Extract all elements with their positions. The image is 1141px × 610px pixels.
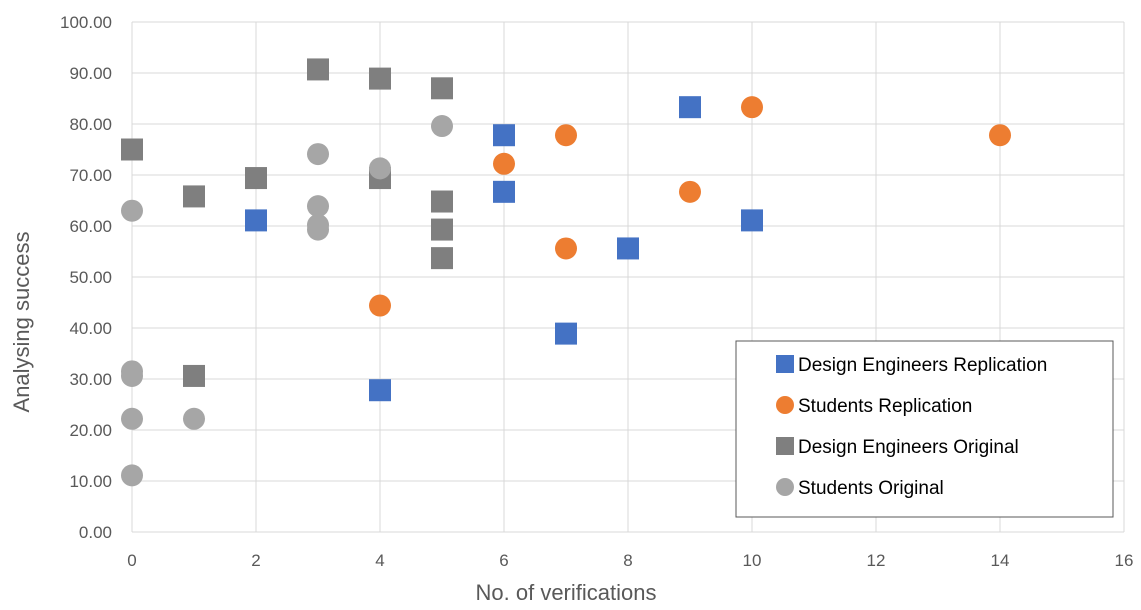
- data-point-square: [741, 209, 763, 232]
- series-0: [245, 96, 763, 402]
- data-point-circle: [121, 199, 143, 222]
- data-point-circle: [307, 195, 329, 218]
- data-point-square: [679, 96, 701, 119]
- x-tick-label: 10: [743, 551, 762, 570]
- y-tick-label: 70.00: [69, 166, 112, 185]
- data-point-square: [431, 190, 453, 213]
- data-point-circle: [679, 180, 701, 203]
- data-point-circle: [183, 407, 205, 430]
- x-tick-label: 2: [251, 551, 260, 570]
- data-point-square: [431, 247, 453, 270]
- legend-marker-square: [776, 437, 794, 455]
- data-point-circle: [307, 143, 329, 166]
- axis-ticks: 0.00 10.00 20.00 30.00 40.00 50.00 60.00 70.00 8…: [60, 13, 1133, 570]
- data-point-square: [245, 167, 267, 190]
- y-tick-label: 100.00: [60, 13, 112, 32]
- data-point-square: [431, 218, 453, 241]
- x-tick-label: 8: [623, 551, 632, 570]
- gridlines: [131, 21, 1125, 533]
- data-points: [121, 58, 1011, 487]
- x-tick-label: 6: [499, 551, 508, 570]
- legend: Design Engineers Replication Students Rep…: [735, 340, 1114, 518]
- y-axis-title: Analysing success: [9, 232, 34, 413]
- data-point-circle: [307, 218, 329, 241]
- data-point-square: [369, 379, 391, 402]
- y-tick-label: 60.00: [69, 217, 112, 236]
- data-point-circle: [121, 364, 143, 387]
- x-tick-label: 4: [375, 551, 384, 570]
- data-point-square: [493, 124, 515, 147]
- legend-label: Design Engineers Original: [798, 437, 1019, 458]
- x-tick-label: 0: [127, 551, 136, 570]
- data-point-circle: [121, 407, 143, 430]
- series-1: [369, 96, 1011, 317]
- series-3: [121, 115, 453, 487]
- data-point-square: [183, 364, 205, 387]
- data-point-square: [307, 58, 329, 81]
- data-point-circle: [741, 96, 763, 119]
- data-point-circle: [431, 115, 453, 138]
- x-axis-title: No. of verifications: [476, 580, 657, 605]
- data-point-circle: [989, 124, 1011, 147]
- y-tick-label: 50.00: [69, 268, 112, 287]
- data-point-circle: [369, 157, 391, 180]
- legend-label: Students Replication: [798, 396, 972, 417]
- data-point-square: [121, 138, 143, 161]
- data-point-square: [183, 185, 205, 208]
- y-tick-label: 0.00: [79, 523, 112, 542]
- y-tick-label: 80.00: [69, 115, 112, 134]
- data-point-square: [245, 209, 267, 232]
- data-point-square: [493, 180, 515, 203]
- data-point-circle: [493, 152, 515, 175]
- y-tick-label: 90.00: [69, 64, 112, 83]
- legend-label: Design Engineers Replication: [798, 355, 1047, 376]
- legend-label: Students Original: [798, 478, 944, 499]
- legend-marker-circle: [776, 396, 794, 414]
- legend-box: [735, 340, 1114, 518]
- y-tick-label: 30.00: [69, 370, 112, 389]
- legend-marker-square: [776, 355, 794, 373]
- data-point-square: [369, 67, 391, 90]
- data-point-circle: [369, 294, 391, 317]
- y-tick-label: 40.00: [69, 319, 112, 338]
- data-point-square: [555, 322, 577, 345]
- data-point-circle: [555, 237, 577, 260]
- y-tick-label: 20.00: [69, 421, 112, 440]
- legend-marker-circle: [776, 478, 794, 496]
- data-point-circle: [121, 464, 143, 487]
- x-tick-label: 16: [1115, 551, 1134, 570]
- data-point-circle: [555, 124, 577, 147]
- data-point-square: [431, 77, 453, 100]
- series-2: [121, 58, 453, 387]
- y-tick-label: 10.00: [69, 472, 112, 491]
- x-tick-label: 12: [867, 551, 886, 570]
- x-tick-label: 14: [991, 551, 1010, 570]
- data-point-square: [617, 237, 639, 260]
